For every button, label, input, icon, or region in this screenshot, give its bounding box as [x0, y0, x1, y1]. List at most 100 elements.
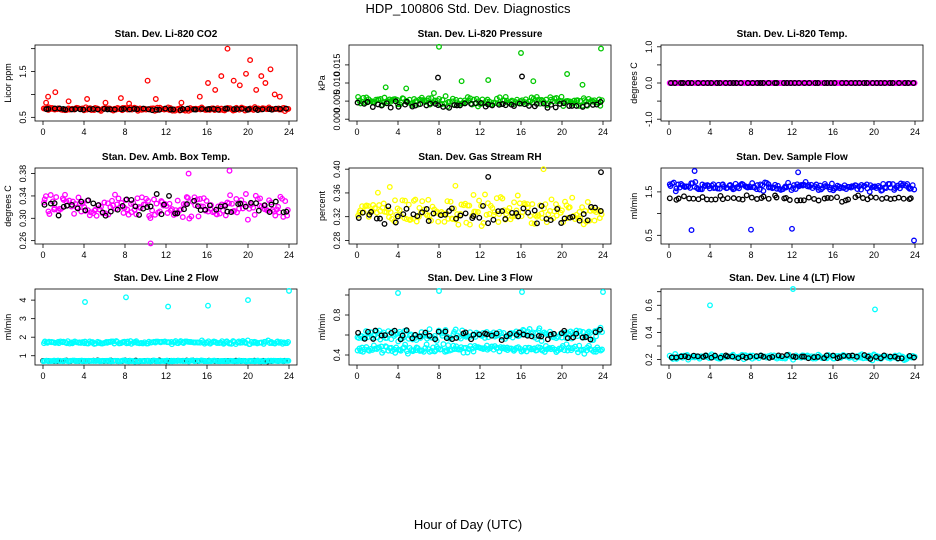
data-point: [461, 100, 468, 107]
data-point-outlier: [518, 50, 524, 56]
data-point: [468, 336, 475, 343]
data-point: [877, 355, 884, 362]
data-point: [911, 186, 918, 193]
data-point: [496, 101, 503, 108]
data-point: [378, 102, 385, 109]
data-point: [462, 329, 469, 336]
data-point: [496, 94, 503, 101]
data-point: [153, 106, 160, 113]
data-point: [466, 202, 473, 209]
chart-title: Stan. Dev. Line 2 Flow: [114, 273, 219, 284]
data-point: [875, 182, 882, 189]
data-point: [515, 213, 522, 220]
data-point: [102, 210, 109, 217]
chart-panel: Stan. Dev. Line 3 Flow 0 4 8 12 16 20 24 0.4 0.8 m…: [317, 273, 612, 381]
data-point: [685, 80, 692, 86]
chart-panel: Stan. Dev. Li-820 Temp. 0 4 8 12 16 20 24 -1.0 0.…: [629, 29, 924, 137]
data-point: [426, 332, 433, 339]
data-point: [536, 325, 543, 332]
data-point: [675, 195, 682, 202]
data-point: [275, 203, 282, 210]
chart-panel: Stan. Dev. Li-820 CO2 0 4 8 12 16 20 24 0.5 1.5 Li…: [3, 29, 298, 137]
data-point: [60, 203, 67, 210]
data-point: [266, 209, 273, 215]
data-point: [861, 80, 868, 86]
x-tick-label: 24: [284, 127, 294, 137]
data-point: [128, 196, 135, 203]
data-point-outlier: [403, 85, 410, 92]
data-point: [526, 102, 532, 109]
data-point-outlier: [598, 45, 604, 52]
data-point: [361, 335, 368, 342]
data-point: [561, 327, 568, 334]
data-point: [573, 330, 580, 337]
plot-frame: [34, 288, 298, 366]
data-point: [531, 207, 538, 214]
data-point: [261, 202, 268, 209]
data-point: [387, 209, 394, 216]
x-tick-label: 8: [748, 250, 753, 260]
data-point-outlier: [872, 306, 878, 313]
data-point: [712, 352, 718, 359]
data-point: [499, 101, 506, 107]
data-point: [158, 211, 165, 218]
data-point: [269, 340, 275, 347]
data-point: [729, 353, 736, 360]
data-point: [253, 200, 260, 207]
x-tick-label: 0: [354, 127, 359, 137]
x-tick-label: 20: [557, 250, 567, 260]
x-tick-label: 24: [284, 250, 294, 260]
data-point: [583, 102, 590, 109]
data-point-outlier: [236, 82, 243, 89]
data-point: [760, 80, 767, 86]
data-point: [156, 106, 163, 113]
data-point: [757, 80, 764, 86]
data-point: [359, 209, 366, 216]
data-point: [796, 80, 802, 86]
data-point-outlier: [144, 77, 151, 84]
data-point: [748, 194, 755, 201]
data-point: [591, 217, 598, 224]
x-axis-caption: Hour of Day (UTC): [413, 517, 523, 532]
data-point: [784, 352, 790, 358]
data-point: [533, 100, 540, 107]
data-point: [452, 326, 459, 333]
x-tick-label: 0: [40, 371, 45, 381]
data-point-outlier: [579, 81, 586, 88]
figure-title: HDP_100806 Std. Dev. Diagnostics: [365, 1, 571, 16]
data-point: [282, 198, 289, 205]
data-point: [688, 80, 695, 86]
data-point: [385, 203, 392, 210]
data-point: [74, 205, 81, 212]
data-point-outlier: [245, 297, 251, 304]
data-point: [780, 80, 787, 86]
data-point: [272, 198, 279, 205]
data-point: [364, 99, 371, 105]
data-point: [115, 195, 122, 202]
data-point: [558, 93, 565, 100]
data-point: [544, 336, 551, 343]
data-point: [499, 208, 506, 215]
data-point: [396, 207, 403, 213]
data-point: [285, 105, 292, 112]
data-point: [124, 206, 131, 213]
data-point: [553, 349, 560, 355]
data-point: [489, 102, 496, 109]
data-point: [901, 80, 908, 86]
x-tick-label: 12: [787, 127, 797, 137]
data-point-outlier: [205, 302, 211, 309]
x-tick-label: 8: [122, 127, 127, 137]
data-point: [68, 201, 75, 208]
data-point: [419, 209, 426, 216]
chart-panel: Stan. Dev. Sample Flow 0 4 8 12 16 20 24 0.5 1.5 m…: [629, 152, 924, 260]
data-point: [678, 353, 685, 360]
y-tick-label: 0.0: [644, 77, 654, 90]
data-point: [136, 211, 143, 218]
chart-title: Stan. Dev. Li-820 Temp.: [737, 29, 848, 40]
x-tick-label: 20: [869, 127, 879, 137]
y-tick-label: 0.015: [332, 54, 342, 77]
y-tick-label: 0.28: [332, 232, 342, 250]
data-point: [511, 103, 517, 109]
data-point: [216, 210, 223, 217]
data-point: [101, 199, 108, 206]
